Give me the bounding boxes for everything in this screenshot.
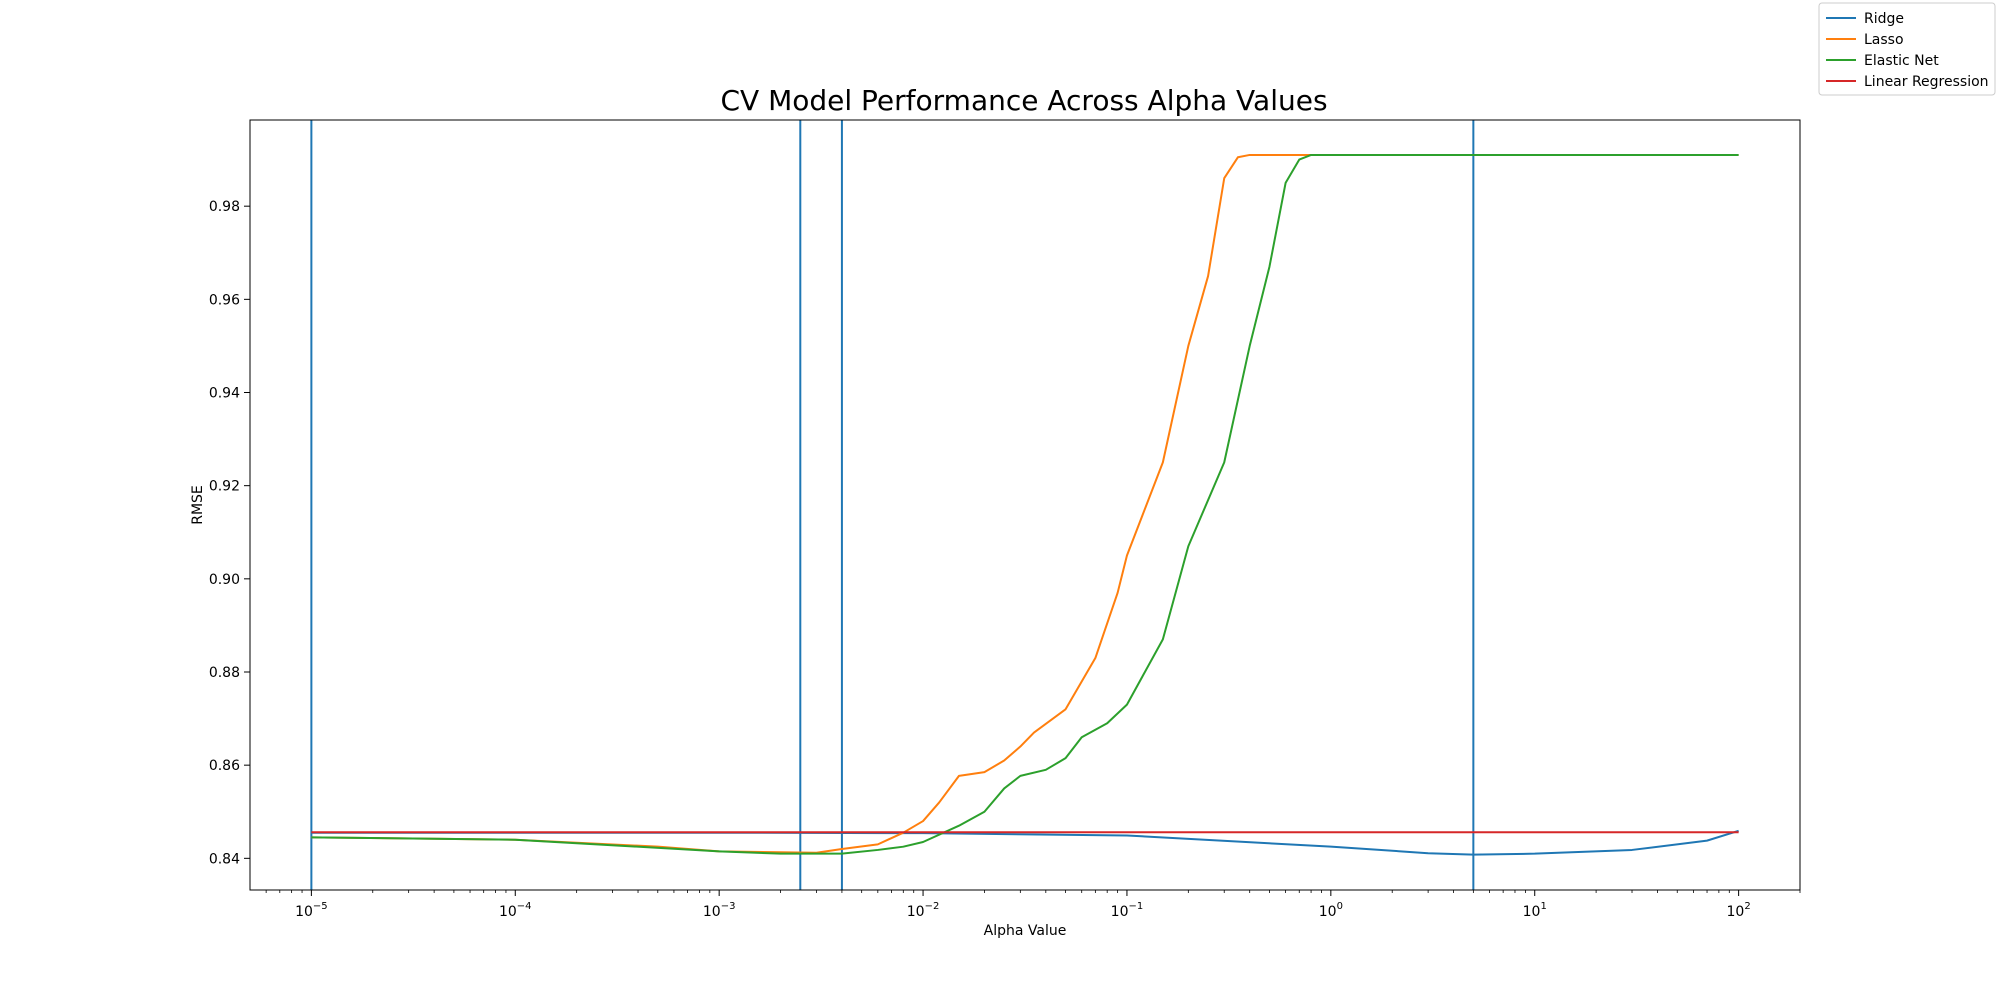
x-tick-label: 10−2 <box>907 901 940 920</box>
y-tick-label: 0.94 <box>209 386 240 402</box>
x-tick-label: 101 <box>1523 901 1547 920</box>
legend-label-lasso: Lasso <box>1864 32 1904 48</box>
y-tick-label: 0.96 <box>209 292 240 308</box>
y-tick-label: 0.92 <box>209 479 240 495</box>
y-axis-label: RMSE <box>190 485 206 525</box>
legend-box <box>1818 2 1996 96</box>
y-tick-label: 0.84 <box>209 851 240 867</box>
y-tick-label: 0.86 <box>209 758 240 774</box>
x-tick-label: 10−5 <box>295 901 328 920</box>
x-axis-label: Alpha Value <box>984 923 1067 939</box>
legend-label-linear-regression: Linear Regression <box>1864 74 1989 90</box>
x-tick-label: 102 <box>1727 901 1751 920</box>
series-line-elastic-net <box>311 153 1739 855</box>
marks-layer <box>310 120 1739 890</box>
legend-label-ridge: Ridge <box>1864 11 1904 27</box>
y-tick-label: 0.90 <box>209 572 240 588</box>
plot-frame <box>249 119 1801 891</box>
chart-title: CV Model Performance Across Alpha Values <box>720 84 1327 117</box>
legend: Ridge Lasso Elastic Net Linear Regression <box>1818 2 1996 96</box>
legend-label-elastic-net: Elastic Net <box>1864 53 1939 69</box>
x-tick-label: 10−4 <box>499 901 532 920</box>
plot-area <box>250 120 1800 890</box>
x-tick-label: 10−1 <box>1111 901 1144 920</box>
x-tick-label: 10−3 <box>703 901 736 920</box>
y-tick-label: 0.88 <box>209 665 240 681</box>
x-tick-label: 100 <box>1319 901 1343 920</box>
y-tick-label: 0.98 <box>209 199 240 215</box>
axes-layer: 10−5 10−4 10−3 10−2 10−1 100 101 102 0.84 0.86 0.8… <box>209 199 1801 920</box>
